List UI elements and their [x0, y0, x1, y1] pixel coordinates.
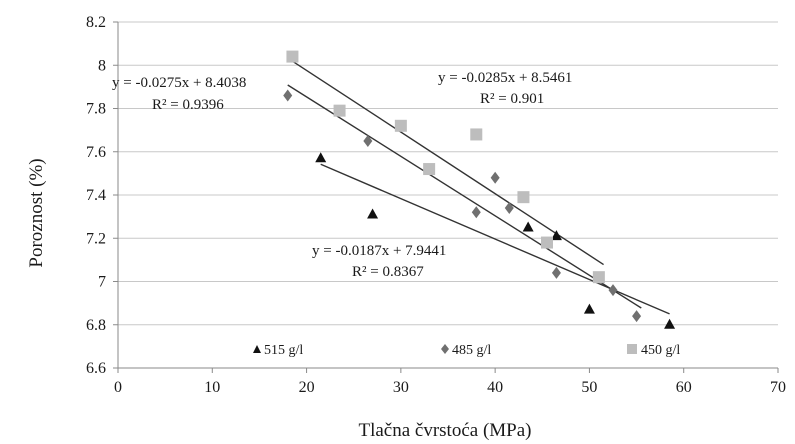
trendline-450	[292, 60, 604, 266]
x-tick-label: 10	[204, 379, 220, 396]
point-485	[608, 284, 618, 297]
y-tick-label: 7.2	[86, 230, 106, 247]
axes: 6.6 6.8 7 7.2 7.4 7.6 7.8 8 8.2 0 10 20 30 40 50 60 70	[86, 14, 786, 396]
equation-515: y = -0.0187x + 7.9441	[312, 243, 446, 259]
y-tick-label: 7	[98, 274, 106, 291]
point-515	[367, 208, 379, 219]
r2-515: R² = 0.8367	[352, 264, 424, 280]
point-450	[394, 119, 407, 132]
y-tick-label: 7.6	[86, 144, 106, 161]
x-tick-label: 20	[299, 379, 315, 396]
x-tick-label: 30	[393, 379, 409, 396]
trendline-labels: y = -0.0275x + 8.4038 R² = 0.9396 y = -0…	[112, 70, 572, 280]
gridlines	[118, 21, 778, 326]
point-515	[583, 303, 595, 314]
point-515	[664, 318, 676, 329]
y-tick-label: 6.8	[86, 317, 106, 334]
point-450	[541, 236, 553, 249]
legend-marker-450	[627, 344, 637, 354]
y-tick-label: 8	[98, 57, 106, 74]
point-515	[315, 152, 327, 163]
x-tick-label: 70	[770, 379, 786, 396]
x-axis-title: Tlačna čvrstoća (MPa)	[358, 420, 531, 441]
point-450	[286, 50, 299, 63]
point-450	[592, 271, 605, 284]
point-485	[504, 201, 514, 214]
equation-485: y = -0.0275x + 8.4038	[112, 75, 246, 91]
point-450	[470, 128, 483, 141]
trendline-515	[320, 163, 670, 315]
legend-label-515: 515 g/l	[264, 343, 303, 358]
x-tick-label: 60	[676, 379, 692, 396]
equation-450: y = -0.0285x + 8.5461	[438, 70, 572, 86]
x-tick-label: 0	[114, 379, 122, 396]
legend-marker-515	[253, 345, 261, 353]
point-485	[363, 134, 373, 147]
legend-label-450: 450 g/l	[641, 343, 680, 358]
point-485	[471, 206, 481, 219]
point-515	[550, 230, 562, 241]
r2-485: R² = 0.9396	[152, 97, 224, 113]
point-485	[551, 266, 561, 279]
y-axis-title: Poroznost (%)	[26, 158, 47, 267]
x-tick-label: 40	[487, 379, 503, 396]
data-points	[283, 50, 676, 329]
point-450	[333, 104, 346, 117]
trendlines	[287, 60, 670, 315]
legend-marker-485	[441, 344, 449, 354]
y-tick-label: 7.4	[86, 187, 106, 204]
point-515	[522, 221, 534, 232]
trendline-485	[287, 84, 642, 309]
point-485	[490, 171, 500, 184]
point-450	[423, 163, 436, 176]
legend: 515 g/l 485 g/l 450 g/l	[253, 343, 680, 358]
x-tick-label: 50	[581, 379, 597, 396]
legend-label-485: 485 g/l	[452, 343, 491, 358]
point-485	[283, 89, 293, 102]
y-tick-label: 8.2	[86, 14, 106, 31]
point-450	[517, 191, 530, 204]
y-tick-label: 6.6	[86, 360, 106, 377]
y-tick-label: 7.8	[86, 101, 106, 118]
r2-450: R² = 0.901	[480, 91, 544, 107]
point-485	[632, 310, 642, 323]
